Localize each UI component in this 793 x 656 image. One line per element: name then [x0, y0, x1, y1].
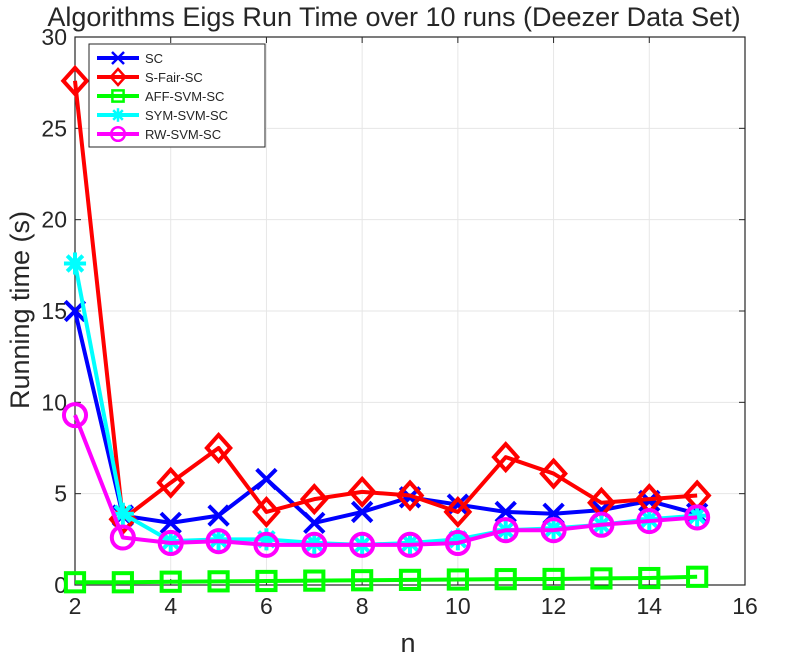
series-line: [73, 310, 698, 525]
legend-marker: [109, 125, 127, 143]
data-point: [494, 568, 517, 591]
x-tick-label: 12: [541, 593, 567, 619]
data-point: [204, 432, 233, 464]
data-point: [299, 483, 329, 516]
data-point: [351, 569, 374, 592]
data-point: [255, 467, 278, 491]
data-point: [398, 568, 422, 591]
data-point: [395, 479, 425, 512]
data-point: [347, 475, 377, 508]
y-tick-label: 15: [41, 298, 67, 324]
legend-label: SC: [145, 51, 163, 66]
data-point: [207, 504, 230, 527]
x-tick-label: 8: [356, 593, 369, 619]
data-point: [63, 252, 87, 275]
legend-marker: [111, 108, 125, 122]
data-point-stroke: [687, 506, 707, 525]
legend-marker: [109, 67, 127, 87]
legend-marker-stroke: [112, 109, 124, 121]
data-point: [636, 508, 663, 535]
data-point: [539, 457, 568, 490]
y-tick-label: 20: [41, 207, 67, 233]
legend-label: S-Fair-SC: [145, 70, 203, 85]
chart-title: Algorithms Eigs Run Time over 10 runs (D…: [47, 2, 740, 32]
legend-item: AFF-SVM-SC: [97, 89, 224, 104]
data-point: [686, 565, 709, 588]
x-tick-label: 16: [732, 593, 758, 619]
series-sym-svm-sc: [63, 252, 709, 556]
x-axis-label: n: [400, 628, 415, 656]
data-point: [159, 570, 182, 593]
data-point-stroke: [65, 254, 85, 273]
data-point: [349, 531, 376, 558]
data-point-stroke: [207, 504, 230, 527]
data-point: [205, 528, 232, 555]
data-point: [491, 441, 521, 474]
legend-item: SYM-SVM-SC: [97, 108, 228, 123]
data-point: [63, 571, 87, 594]
data-point-stroke: [303, 511, 326, 535]
y-axis-label: Running time (s): [5, 211, 35, 409]
y-tick-label: 25: [41, 115, 67, 141]
legend-marker: [111, 51, 125, 65]
grid: [74, 36, 746, 586]
series-layer: [60, 64, 712, 594]
data-point-stroke: [494, 500, 517, 524]
data-point: [61, 402, 89, 429]
data-point: [253, 531, 280, 558]
data-point: [540, 517, 567, 544]
data-point: [303, 569, 326, 592]
data-point: [350, 500, 374, 524]
legend-label: RW-SVM-SC: [145, 127, 221, 142]
data-point: [494, 500, 517, 524]
data-point: [443, 495, 473, 528]
series-rw-svm-sc: [61, 402, 711, 558]
x-tick-label: 14: [636, 593, 662, 619]
data-point: [444, 529, 471, 557]
data-point-stroke: [350, 500, 374, 524]
data-point: [111, 571, 134, 594]
data-point: [207, 570, 230, 593]
x-tick-label: 6: [260, 593, 273, 619]
data-point: [156, 466, 186, 499]
data-point: [60, 64, 90, 97]
data-point: [492, 517, 519, 544]
data-point: [157, 529, 184, 557]
data-point: [109, 524, 136, 551]
y-tick-label: 30: [41, 24, 67, 50]
data-point: [159, 511, 182, 535]
series-line: [73, 414, 698, 547]
legend-item: S-Fair-SC: [97, 67, 203, 87]
data-point: [542, 567, 565, 591]
y-tick-label: 5: [54, 481, 67, 507]
x-tick-label: 4: [164, 593, 177, 619]
y-tick-label: 0: [54, 572, 67, 598]
data-point: [638, 566, 661, 590]
x-tick-label: 10: [445, 593, 471, 619]
data-point: [303, 511, 326, 535]
data-point: [684, 504, 711, 531]
legend-label: AFF-SVM-SC: [145, 89, 224, 104]
data-point: [588, 511, 615, 538]
legend-item: RW-SVM-SC: [97, 125, 221, 143]
legend-label: SYM-SVM-SC: [145, 108, 228, 123]
legend-marker-stroke: [111, 51, 125, 65]
legend: SC S-Fair-SC AFF-SVM-SC SYM-SVM-SC RW-SVM-SC: [88, 43, 266, 148]
series-line: [75, 574, 698, 585]
x-tick-label: 2: [69, 593, 82, 619]
data-point: [396, 531, 424, 558]
legend-marker: [111, 89, 125, 103]
data-point: [255, 569, 278, 593]
data-point: [446, 568, 469, 591]
data-point-stroke: [159, 511, 182, 535]
data-point: [590, 567, 613, 590]
series-aff-svm-sc: [63, 565, 709, 594]
legend-item: SC: [97, 51, 163, 66]
data-point: [301, 531, 328, 558]
data-point-stroke: [255, 467, 278, 491]
data-point: [252, 495, 281, 528]
